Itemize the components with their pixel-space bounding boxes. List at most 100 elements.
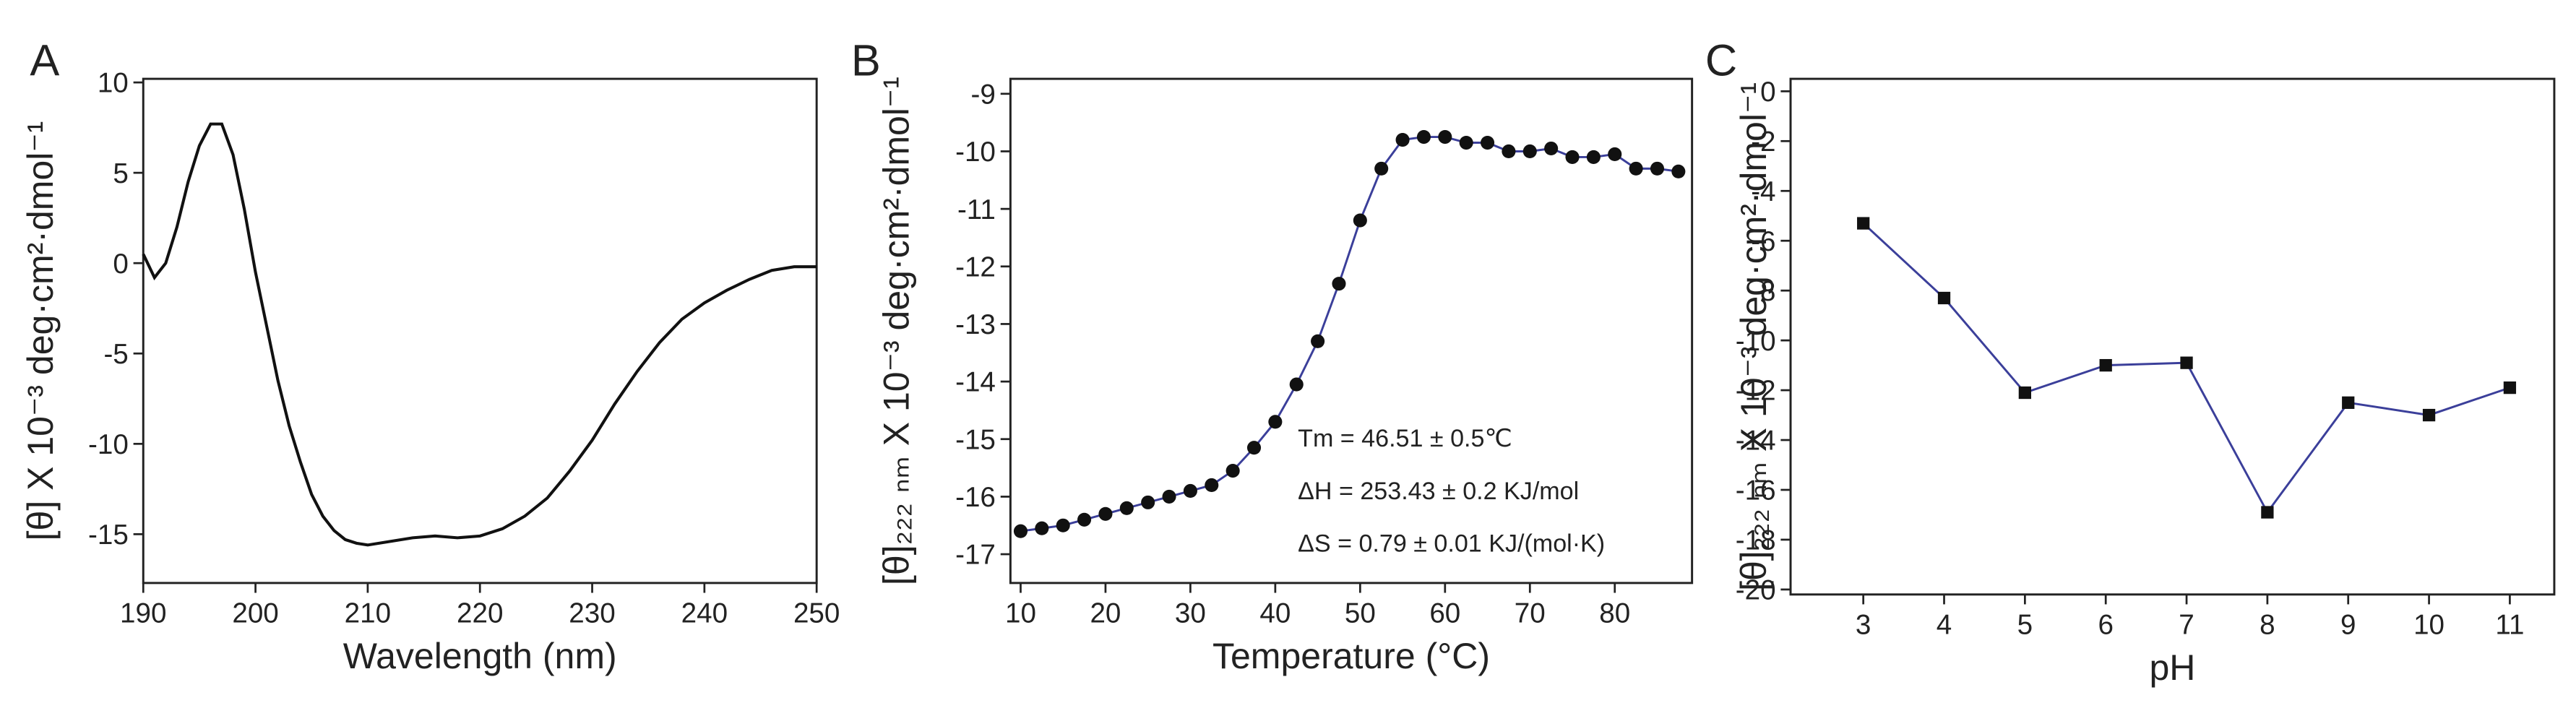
y-tick-label: -10 — [955, 137, 996, 168]
marker — [1502, 144, 1516, 159]
y-tick-label: -4 — [1751, 176, 1775, 207]
marker — [1332, 277, 1346, 291]
y-tick-label: -10 — [88, 429, 129, 460]
panel-label: A — [30, 36, 59, 86]
y-tick-label: -12 — [1736, 376, 1776, 407]
marker — [1544, 141, 1559, 156]
x-tick-label: 80 — [1599, 598, 1630, 629]
x-tick-label: 190 — [120, 598, 166, 629]
marker — [1056, 518, 1070, 532]
marker — [1353, 213, 1367, 228]
data-line — [142, 122, 817, 547]
x-tick-label: 50 — [1345, 598, 1376, 629]
y-tick-label: -5 — [103, 339, 128, 370]
y-tick-label: -16 — [1736, 475, 1776, 506]
x-tick-label: 3 — [1856, 609, 1871, 640]
x-tick-label: 250 — [793, 598, 840, 629]
y-tick-label: -6 — [1751, 226, 1775, 257]
y-tick-label: 5 — [113, 158, 128, 189]
marker — [1857, 217, 1870, 230]
y-tick-label: -10 — [1736, 326, 1776, 357]
marker — [1608, 147, 1622, 161]
marker — [1119, 501, 1134, 515]
y-axis-label: [θ]₂₂₂ ₙₘ X 10⁻³ deg·cm²·dmol⁻¹ — [1733, 82, 1774, 591]
y-tick-label: -15 — [88, 519, 129, 551]
x-tick-label: 8 — [2260, 609, 2275, 640]
y-tick-label: -9 — [971, 79, 996, 110]
y-tick-label: 10 — [98, 68, 129, 99]
y-tick-label: -16 — [955, 482, 996, 513]
marker — [1183, 483, 1197, 498]
x-tick-label: 200 — [232, 598, 278, 629]
x-tick-label: 210 — [345, 598, 391, 629]
y-tick-label: -8 — [1751, 276, 1775, 307]
data-line — [1020, 136, 1679, 532]
panel-label: C — [1705, 36, 1737, 86]
y-tick-label: 0 — [1760, 77, 1775, 108]
marker — [1650, 161, 1665, 176]
marker — [1671, 164, 1686, 178]
y-axis-label: [θ] X 10⁻³ deg·cm²·dmol⁻¹ — [20, 121, 61, 541]
marker — [1098, 506, 1113, 521]
marker — [1141, 495, 1155, 509]
marker — [1565, 150, 1580, 164]
marker — [2099, 358, 2112, 372]
plot-frame — [142, 77, 818, 585]
y-tick-label: -12 — [955, 251, 996, 282]
x-tick-label: 4 — [1937, 609, 1952, 640]
x-tick-label: 5 — [2017, 609, 2033, 640]
marker — [1205, 478, 1219, 493]
x-axis-label: Wavelength (nm) — [343, 636, 617, 676]
x-tick-label: 230 — [569, 598, 615, 629]
marker — [1522, 144, 1537, 159]
x-tick-label: 220 — [457, 598, 503, 629]
x-tick-label: 70 — [1515, 598, 1546, 629]
x-axis-label: Temperature (°C) — [1212, 636, 1490, 676]
marker — [1225, 464, 1240, 478]
y-axis-label: [θ]₂₂₂ ₙₘ X 10⁻³ deg·cm²·dmol⁻¹ — [876, 77, 916, 585]
plot-frame — [1789, 77, 2556, 596]
marker — [1480, 135, 1495, 150]
marker — [1013, 524, 1028, 538]
marker — [1289, 377, 1304, 392]
marker — [1311, 334, 1325, 348]
marker — [2018, 386, 2031, 400]
marker — [1395, 132, 1410, 147]
y-tick-label: -17 — [955, 540, 996, 571]
y-tick-label: 0 — [113, 249, 128, 280]
panel-label: B — [851, 36, 881, 86]
annotation: ΔH = 253.43 ± 0.2 KJ/mol — [1298, 478, 1579, 505]
x-tick-label: 60 — [1429, 598, 1460, 629]
x-tick-label: 240 — [681, 598, 728, 629]
marker — [1162, 489, 1176, 504]
x-tick-label: 7 — [2179, 609, 2194, 640]
marker — [1246, 441, 1262, 455]
marker — [1438, 130, 1452, 145]
x-tick-label: 20 — [1090, 598, 1121, 629]
y-tick-label: -14 — [955, 367, 996, 398]
x-tick-label: 11 — [2495, 609, 2524, 640]
marker — [1937, 291, 1951, 305]
x-tick-label: 10 — [2413, 609, 2444, 640]
marker — [1268, 415, 1283, 429]
annotation: Tm = 46.51 ± 0.5℃ — [1298, 425, 1512, 452]
y-tick-label: -20 — [1736, 575, 1776, 606]
y-tick-label: -13 — [955, 309, 996, 340]
x-tick-label: 9 — [2340, 609, 2356, 640]
marker — [2261, 506, 2274, 519]
marker — [1077, 512, 1092, 527]
marker — [2342, 396, 2355, 409]
marker — [1416, 130, 1431, 145]
x-tick-label: 30 — [1175, 598, 1206, 629]
marker — [2503, 381, 2517, 394]
x-axis-label: pH — [2150, 647, 2196, 688]
y-tick-label: -15 — [955, 424, 996, 455]
x-tick-label: 40 — [1259, 598, 1291, 629]
y-tick-label: -14 — [1736, 426, 1776, 457]
x-tick-label: 10 — [1005, 598, 1036, 629]
x-tick-label: 6 — [2098, 609, 2113, 640]
annotation: ΔS = 0.79 ± 0.01 KJ/(mol·K) — [1298, 530, 1605, 558]
y-tick-label: -2 — [1751, 126, 1775, 158]
